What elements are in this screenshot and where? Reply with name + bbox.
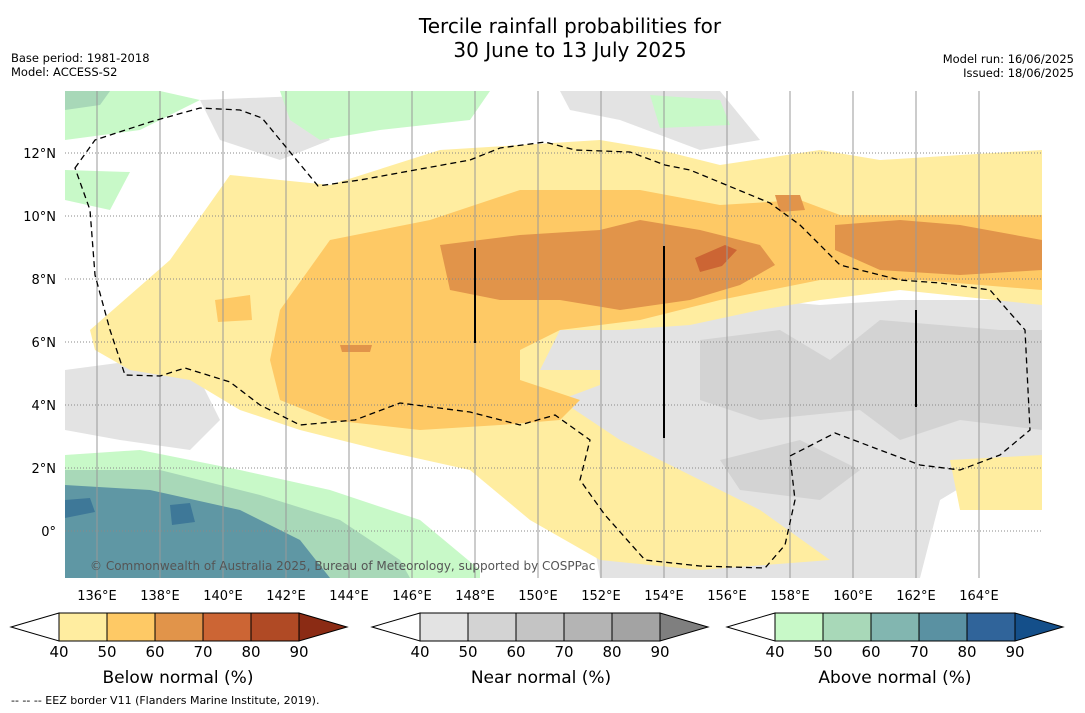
lon-label: 156°E: [707, 589, 747, 604]
lat-label: 6°N: [32, 336, 57, 351]
colorbar-tick: 40: [765, 643, 785, 661]
colorbar-low-extend: [370, 612, 421, 642]
below-normal-east-60: [835, 220, 1042, 275]
copyright-text: © Commonwealth of Australia 2025, Bureau…: [90, 559, 595, 573]
above-normal-north: [280, 91, 490, 140]
colorbar-segment: [202, 612, 252, 642]
above-normal-region-80b: [170, 503, 195, 525]
colorbar-tick: 40: [49, 643, 69, 661]
colorbar-segment: [515, 612, 565, 642]
lon-label: 158°E: [770, 589, 810, 604]
colorbar-low-extend: [9, 612, 60, 642]
near-normal-region-50: [700, 320, 1042, 440]
model-run-text: Model run: 16/06/2025: [942, 52, 1074, 66]
lat-label: 10°N: [23, 210, 56, 225]
colorbar-segment: [774, 612, 824, 642]
below-normal-w-50: [215, 295, 252, 322]
lat-label: 2°N: [32, 462, 57, 477]
lon-label: 160°E: [833, 589, 873, 604]
lon-label: 150°E: [518, 589, 558, 604]
lon-label: 146°E: [392, 589, 432, 604]
colorbar-tick: 50: [458, 643, 478, 661]
below-normal-se: [950, 455, 1042, 510]
title-line-1: Tercile rainfall probabilities for: [418, 14, 722, 38]
above-normal-nw-50: [65, 91, 110, 110]
colorbar-tick: 70: [909, 643, 929, 661]
lon-label: 148°E: [455, 589, 495, 604]
below-normal-label: Below normal (%): [102, 668, 254, 688]
colorbar-tick: 60: [145, 643, 165, 661]
model-text: Model: ACCESS-S2: [11, 65, 118, 79]
longitude-labels: 136°E 138°E 140°E 142°E 144°E 146°E 148°E 150°E…: [77, 589, 999, 604]
lon-label: 162°E: [896, 589, 936, 604]
issued-text: Issued: 18/06/2025: [963, 66, 1074, 80]
model-info: Base period: 1981-2018 Model: ACCESS-S2: [11, 51, 150, 79]
base-period-text: Base period: 1981-2018: [11, 51, 150, 65]
colorbar-segment: [918, 612, 968, 642]
lat-label: 8°N: [32, 273, 57, 288]
colorbar-high-extend: [1014, 612, 1065, 642]
lon-label: 140°E: [203, 589, 243, 604]
lon-label: 164°E: [959, 589, 999, 604]
colorbar-tick: 80: [241, 643, 261, 661]
above-normal-ne: [650, 95, 730, 128]
colorbar-tick: 90: [650, 643, 670, 661]
above-normal-label: Above normal (%): [818, 668, 972, 688]
eez-footer-note: -- -- -- EEZ border V11 (Flanders Marine…: [11, 694, 320, 707]
colorbars: [9, 612, 1065, 642]
colorbar-segment: [563, 612, 613, 642]
colorbar-segment: [611, 612, 661, 642]
colorbar-tick: 90: [289, 643, 309, 661]
above-normal-region-80: [65, 498, 95, 518]
colorbar-segment: [250, 612, 300, 642]
colorbar-segment: [822, 612, 872, 642]
colorbar-segment: [106, 612, 156, 642]
colorbar-tick: 80: [957, 643, 977, 661]
colorbar-tick: 60: [506, 643, 526, 661]
lon-label: 144°E: [329, 589, 369, 604]
colorbar-high-extend: [298, 612, 349, 642]
title-line-2: 30 June to 13 July 2025: [453, 38, 687, 62]
lat-label: 0°: [41, 525, 56, 540]
below-normal-spot-60: [340, 345, 372, 352]
near-normal-label: Near normal (%): [470, 668, 612, 688]
probability-field: [65, 91, 1042, 578]
colorbar-segment: [154, 612, 204, 642]
near-normal-west: [65, 360, 220, 450]
colorbar-high-extend: [659, 612, 710, 642]
lon-label: 152°E: [581, 589, 621, 604]
colorbar-tick: 60: [861, 643, 881, 661]
lon-label: 138°E: [140, 589, 180, 604]
colorbar-segment: [419, 612, 469, 642]
colorbar-segment: [58, 612, 108, 642]
colorbar-tick: 40: [410, 643, 430, 661]
below-normal-region-60: [440, 220, 775, 310]
lon-label: 136°E: [77, 589, 117, 604]
lat-label: 4°N: [32, 399, 57, 414]
colorbar-tick: 50: [97, 643, 117, 661]
map-title: Tercile rainfall probabilities for 30 Ju…: [0, 14, 1085, 62]
colorbar-segment: [467, 612, 517, 642]
colorbar-tick: 70: [193, 643, 213, 661]
lat-label: 12°N: [23, 147, 56, 162]
run-info: Model run: 16/06/2025 Issued: 18/06/2025: [943, 52, 1074, 80]
colorbar-tick: 90: [1005, 643, 1025, 661]
colorbar-segment: [966, 612, 1016, 642]
colorbar-low-extend: [725, 612, 776, 642]
colorbar-tick: 70: [554, 643, 574, 661]
colorbar-tick: 50: [813, 643, 833, 661]
colorbar-tick: 80: [602, 643, 622, 661]
lon-label: 154°E: [644, 589, 684, 604]
latitude-labels: 12°N 10°N 8°N 6°N 4°N 2°N 0°: [23, 147, 56, 540]
map-gridlines: [65, 91, 1042, 578]
lon-label: 142°E: [266, 589, 306, 604]
colorbar-segment: [870, 612, 920, 642]
